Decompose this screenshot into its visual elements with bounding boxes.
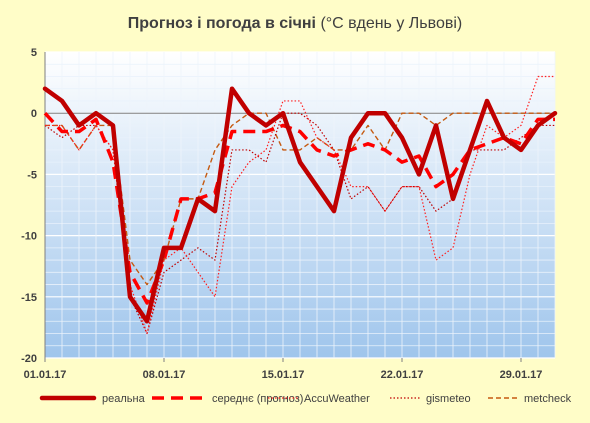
x-tick-label: 22.01.17	[381, 369, 424, 381]
y-tick-label: -20	[21, 353, 37, 365]
x-tick-label: 15.01.17	[262, 369, 305, 381]
y-tick-label: -15	[21, 292, 37, 304]
x-tick-label: 08.01.17	[143, 369, 186, 381]
legend: реальна середнє (прогноз) AccuWeather gisme…	[39, 393, 572, 405]
legend-label: середнє (прогноз)	[212, 393, 303, 405]
legend-label: metcheck	[524, 393, 572, 405]
x-tick-label: 01.01.17	[24, 369, 67, 381]
legend-label: AccuWeather	[304, 393, 370, 405]
y-tick-label: -5	[27, 169, 37, 181]
chart-title: Прогноз і погода в січні (°С вдень у Льв…	[128, 15, 462, 32]
y-tick-label: 0	[31, 108, 37, 120]
y-tick-label: -10	[21, 231, 37, 243]
series-line-4	[45, 112, 555, 286]
series-lines	[42, 75, 558, 335]
x-tick-label: 29.01.17	[500, 369, 543, 381]
legend-label: gismeteo	[426, 393, 471, 405]
axes: 5 0 -5 -10 -15 -20 01.01.17 08.01.17 15.01.17 22.…	[21, 47, 555, 381]
series-line-1	[43, 112, 555, 305]
legend-label: реальна	[102, 393, 146, 405]
series-line-0	[42, 86, 558, 324]
chart-title-main: Прогноз і погода в січні	[128, 15, 316, 32]
chart-title-sub: (°С вдень у Львові)	[320, 15, 462, 32]
y-tick-label: 5	[31, 47, 37, 59]
grid-lines	[44, 51, 556, 359]
